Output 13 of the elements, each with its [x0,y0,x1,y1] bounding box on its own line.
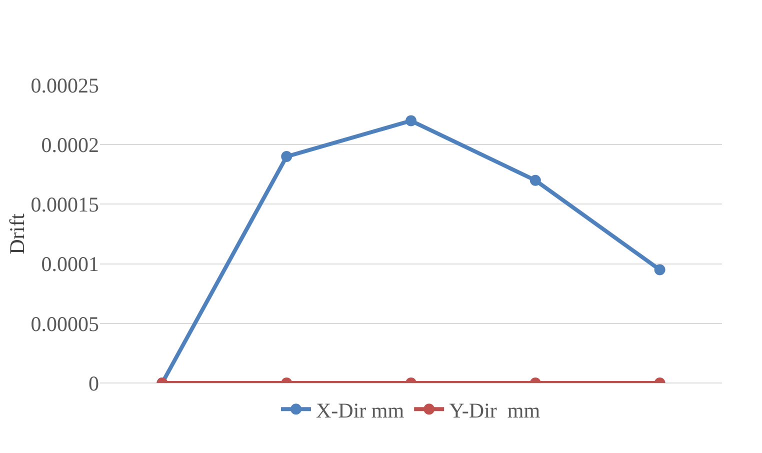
y-tick-label: 0.0001 [41,252,99,276]
y-tick-label: 0.00025 [30,73,99,98]
point [530,174,541,186]
y-tick-label: 0 [88,371,99,396]
point [654,264,666,276]
point [281,151,292,162]
legend-label: X-Dir mm [316,398,404,422]
y-tick-label: 0.00005 [30,312,99,336]
y-tick-label: 0.0002 [41,132,99,157]
y-axis-title: Drift [4,213,29,254]
y-tick-label: 0.00015 [30,192,99,217]
legend-label: Y-Dir mm [449,398,540,422]
point [406,115,416,126]
